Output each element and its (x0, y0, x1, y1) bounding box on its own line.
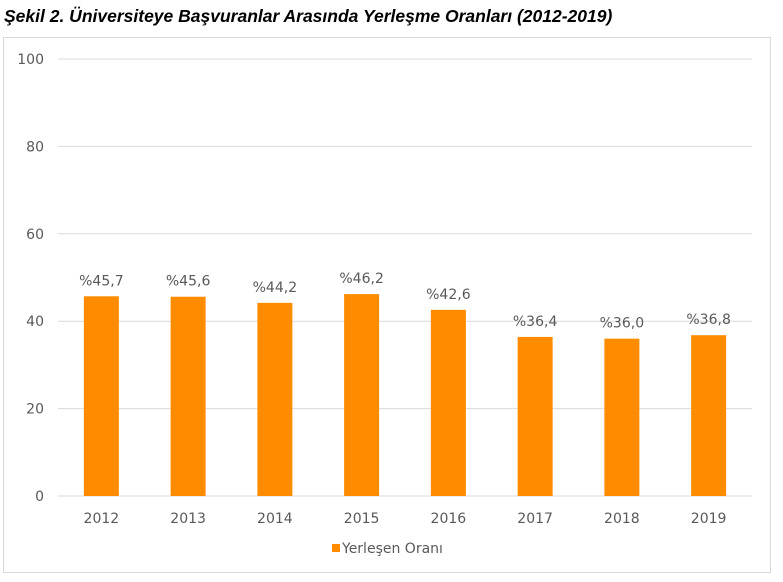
x-tick-label: 2016 (431, 511, 467, 527)
data-label: %44,2 (253, 280, 297, 296)
x-tick-label: 2012 (84, 511, 120, 527)
bar-2015 (344, 294, 380, 496)
chart-title: Şekil 2. Üniversiteye Başvuranlar Arasın… (4, 6, 613, 26)
x-tick-label: 2015 (344, 511, 380, 527)
y-tick-label: 100 (17, 52, 44, 68)
y-tick-label: 20 (26, 402, 44, 418)
bar-2013 (170, 296, 206, 496)
x-tick-label: 2013 (170, 511, 206, 527)
x-tick-label: 2018 (604, 511, 640, 527)
bar-2019 (691, 335, 727, 496)
y-tick-label: 0 (35, 489, 44, 505)
data-label: %36,0 (600, 316, 644, 332)
y-tick-label: 80 (26, 139, 44, 155)
data-label: %46,2 (339, 271, 383, 287)
bar-2016 (430, 309, 466, 496)
data-label: %45,6 (166, 274, 211, 290)
data-label: %36,4 (513, 314, 558, 330)
data-label: %36,8 (686, 312, 730, 328)
x-tick-label: 2019 (691, 511, 727, 527)
bar-2014 (257, 302, 293, 496)
data-label: %42,6 (426, 287, 471, 303)
data-label: %45,7 (79, 273, 123, 289)
bar-2012 (83, 296, 119, 496)
x-tick-label: 2017 (517, 511, 553, 527)
bar-2018 (604, 338, 640, 496)
y-tick-label: 40 (26, 314, 44, 330)
x-tick-label: 2014 (257, 511, 293, 527)
legend-swatch (332, 544, 340, 552)
chart-frame (3, 37, 771, 573)
y-tick-label: 60 (26, 227, 44, 243)
bar-2017 (517, 336, 553, 496)
legend-label: Yerleşen Oranı (341, 541, 443, 557)
